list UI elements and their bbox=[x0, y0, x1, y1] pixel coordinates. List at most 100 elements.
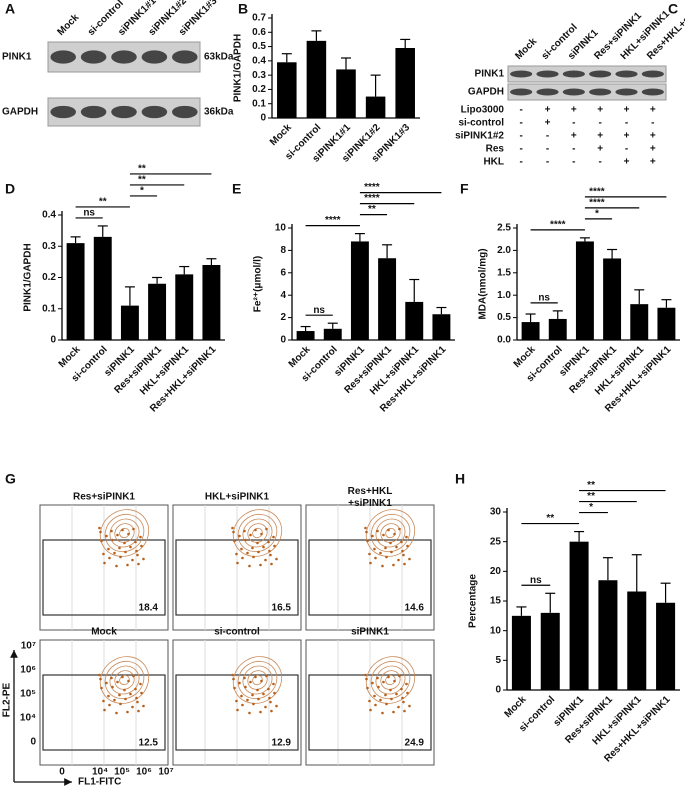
event bbox=[233, 686, 236, 690]
event bbox=[100, 686, 103, 690]
band bbox=[111, 50, 137, 64]
y-tick-label: 25 bbox=[490, 536, 502, 547]
event bbox=[232, 530, 235, 534]
event bbox=[400, 687, 403, 691]
band bbox=[50, 50, 76, 64]
event bbox=[135, 549, 138, 553]
band bbox=[536, 88, 559, 96]
event bbox=[243, 529, 246, 533]
y-tick-label: 20 bbox=[490, 566, 502, 577]
treatment-sign: - bbox=[572, 157, 575, 168]
y-tick-label: 0 bbox=[495, 685, 501, 696]
event bbox=[376, 529, 379, 533]
event bbox=[116, 680, 119, 684]
y-tick-label: 0.6 bbox=[252, 27, 266, 38]
gate-percent: 12.9 bbox=[272, 738, 292, 749]
event bbox=[384, 693, 387, 697]
event bbox=[265, 674, 268, 678]
y-tick-label: 30 bbox=[490, 507, 502, 518]
bar bbox=[175, 274, 194, 340]
event bbox=[132, 674, 135, 678]
y-tick-label: 5 bbox=[495, 655, 501, 666]
event bbox=[99, 530, 102, 534]
y-tick-label: 15 bbox=[490, 596, 502, 607]
y-tick-label: 2.5 bbox=[497, 223, 511, 234]
event bbox=[366, 686, 369, 690]
event bbox=[244, 685, 247, 689]
treatment-sign: + bbox=[624, 131, 630, 142]
y-tick-label: 0.5 bbox=[497, 312, 511, 323]
contour bbox=[114, 523, 135, 543]
event bbox=[368, 699, 371, 703]
event bbox=[260, 532, 263, 536]
event bbox=[387, 528, 390, 532]
event bbox=[385, 555, 388, 559]
row-label: PINK1 bbox=[475, 69, 505, 80]
lane-label: Mock bbox=[513, 36, 539, 62]
gate-percent: 12.5 bbox=[139, 738, 159, 749]
contour bbox=[242, 518, 273, 548]
event bbox=[119, 555, 122, 559]
plot-label: Res+siPINK1 bbox=[73, 492, 135, 503]
bar bbox=[521, 322, 540, 340]
treatment-sign: - bbox=[546, 144, 549, 155]
event bbox=[129, 692, 132, 696]
y-tick-label: 4 bbox=[280, 290, 286, 301]
bar bbox=[627, 591, 647, 690]
treatment-sign: + bbox=[597, 105, 603, 116]
bar bbox=[395, 48, 415, 118]
event bbox=[135, 696, 138, 700]
contour bbox=[104, 660, 145, 700]
bar bbox=[656, 602, 676, 690]
contour bbox=[370, 660, 411, 700]
event bbox=[113, 551, 116, 555]
y-tick-label: 10 bbox=[490, 625, 502, 636]
event bbox=[131, 705, 134, 709]
event bbox=[100, 539, 103, 543]
event bbox=[371, 534, 374, 538]
bar bbox=[548, 318, 567, 340]
contour bbox=[109, 665, 140, 695]
band bbox=[172, 50, 198, 64]
bar bbox=[405, 301, 424, 340]
event bbox=[385, 702, 388, 706]
event bbox=[390, 550, 393, 554]
event bbox=[273, 544, 276, 548]
band bbox=[536, 70, 559, 78]
event bbox=[98, 673, 101, 677]
treatment-sign: - bbox=[519, 105, 522, 116]
event bbox=[235, 552, 238, 556]
plot-label-line: Res+HKL bbox=[348, 486, 393, 497]
event bbox=[364, 673, 367, 677]
event bbox=[256, 688, 259, 692]
flow-plot: si-control 12.9 bbox=[172, 627, 302, 766]
flow-plot: Mock 12.5 bbox=[39, 627, 169, 766]
y-tick-label: 10 bbox=[275, 223, 287, 234]
treatment-sign: + bbox=[650, 105, 656, 116]
flow-y-tick: 10⁷ bbox=[21, 641, 36, 652]
significance-label: **** bbox=[325, 215, 341, 226]
event bbox=[256, 541, 259, 545]
bar bbox=[365, 96, 386, 118]
event bbox=[379, 698, 382, 702]
significance-label: **** bbox=[364, 193, 380, 204]
gate bbox=[175, 674, 299, 751]
contour bbox=[247, 670, 268, 690]
event bbox=[408, 704, 411, 708]
event bbox=[369, 561, 372, 565]
contour bbox=[375, 665, 406, 695]
gate-percent: 24.9 bbox=[405, 738, 425, 749]
event bbox=[99, 677, 102, 681]
treatment-sign: + bbox=[597, 144, 603, 155]
event bbox=[248, 564, 251, 568]
event bbox=[252, 702, 255, 706]
event bbox=[373, 547, 376, 551]
event bbox=[118, 693, 121, 697]
event bbox=[142, 557, 145, 561]
bar bbox=[511, 615, 531, 690]
significance-label: ns bbox=[313, 305, 325, 316]
panel-letter: A bbox=[5, 1, 15, 17]
contour bbox=[242, 665, 273, 695]
significance-label: ns bbox=[538, 293, 550, 304]
event bbox=[115, 711, 118, 715]
